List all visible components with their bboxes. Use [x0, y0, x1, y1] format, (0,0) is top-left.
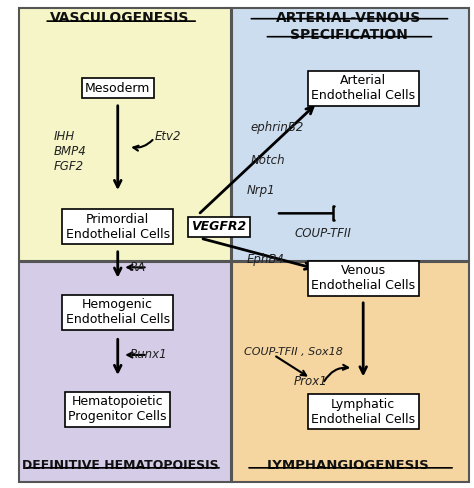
Text: Arterial
Endothelial Cells: Arterial Endothelial Cells [311, 74, 415, 102]
Text: Primordial
Endothelial Cells: Primordial Endothelial Cells [66, 213, 170, 241]
Text: Hematopoietic
Progenitor Cells: Hematopoietic Progenitor Cells [69, 395, 167, 424]
Bar [19, 8, 231, 261]
Text: DEFINITIVE HEMATOPOIESIS: DEFINITIVE HEMATOPOIESIS [22, 459, 219, 472]
Text: Etv2: Etv2 [155, 130, 181, 143]
Text: RA: RA [129, 261, 146, 274]
Text: Hemogenic
Endothelial Cells: Hemogenic Endothelial Cells [66, 298, 170, 326]
Bar [232, 263, 469, 483]
Text: Venous
Endothelial Cells: Venous Endothelial Cells [311, 264, 415, 292]
Text: ARTERIAL-VENOUS
SPECIFICATION: ARTERIAL-VENOUS SPECIFICATION [276, 11, 421, 41]
Bar [232, 8, 469, 261]
Text: COUP-TFII , Sox18: COUP-TFII , Sox18 [244, 347, 343, 357]
Text: IHH
BMP4
FGF2: IHH BMP4 FGF2 [54, 130, 86, 173]
Bar [19, 263, 231, 483]
Text: EphB4: EphB4 [246, 253, 284, 266]
Text: COUP-TFII: COUP-TFII [294, 227, 351, 240]
Text: Notch: Notch [251, 154, 285, 167]
Text: Runx1: Runx1 [129, 348, 167, 362]
Text: Nrp1: Nrp1 [246, 184, 275, 197]
Text: Mesoderm: Mesoderm [85, 82, 150, 95]
Text: VASCULOGENESIS: VASCULOGENESIS [50, 11, 190, 25]
Text: LYMPHANGIOGENESIS: LYMPHANGIOGENESIS [267, 459, 430, 472]
Text: VEGFR2: VEGFR2 [191, 221, 246, 233]
Text: ephrinB2: ephrinB2 [251, 121, 304, 134]
Text: Lymphatic
Endothelial Cells: Lymphatic Endothelial Cells [311, 398, 415, 426]
Text: Prox1: Prox1 [293, 375, 327, 388]
